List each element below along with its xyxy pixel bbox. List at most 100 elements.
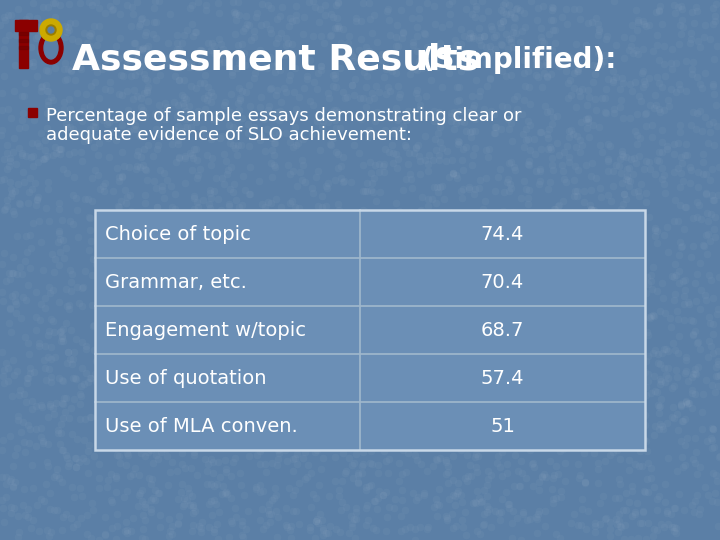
Point	[268, 127, 279, 136]
Point	[55, 336, 66, 345]
Point	[408, 38, 419, 46]
Point	[707, 4, 719, 12]
Point	[470, 76, 482, 84]
Point	[178, 76, 189, 84]
Point	[50, 399, 62, 407]
Point	[415, 205, 427, 214]
Point	[177, 361, 189, 369]
Point	[392, 42, 404, 51]
Point	[443, 468, 454, 476]
Point	[484, 73, 495, 82]
Point	[71, 520, 83, 529]
Point	[153, 0, 165, 5]
Point	[155, 107, 166, 116]
Point	[60, 510, 72, 518]
Point	[294, 167, 306, 176]
Point	[60, 451, 72, 460]
Point	[273, 214, 284, 223]
Point	[548, 393, 559, 401]
Point	[311, 84, 323, 93]
Point	[403, 149, 415, 158]
Point	[508, 482, 520, 490]
Point	[480, 43, 491, 51]
Point	[269, 163, 280, 172]
Point	[575, 521, 587, 529]
Point	[711, 310, 720, 319]
Point	[0, 296, 9, 305]
Point	[139, 70, 150, 79]
Point	[626, 298, 638, 307]
Point	[601, 301, 613, 310]
Point	[470, 2, 482, 10]
Point	[250, 253, 261, 261]
Point	[455, 224, 467, 233]
Point	[356, 462, 368, 470]
Point	[204, 287, 216, 296]
Point	[419, 156, 431, 164]
Point	[710, 372, 720, 381]
Point	[668, 139, 680, 148]
Point	[469, 453, 480, 461]
Point	[320, 435, 331, 444]
Point	[687, 241, 698, 250]
Point	[642, 376, 653, 385]
Point	[648, 312, 660, 320]
Point	[411, 47, 423, 56]
Point	[135, 266, 146, 275]
Point	[337, 449, 348, 458]
Point	[242, 120, 253, 129]
Point	[494, 288, 505, 297]
Point	[213, 508, 225, 516]
Point	[400, 349, 412, 357]
Point	[306, 279, 318, 288]
Point	[203, 200, 215, 209]
Point	[30, 313, 42, 322]
Point	[318, 376, 329, 384]
Point	[27, 62, 39, 71]
Point	[246, 332, 258, 340]
Point	[18, 437, 30, 446]
Point	[332, 14, 343, 23]
Point	[42, 177, 54, 186]
Point	[324, 213, 336, 222]
Point	[251, 402, 262, 411]
Point	[571, 143, 582, 152]
Point	[289, 485, 300, 494]
Point	[280, 521, 292, 529]
Point	[190, 28, 202, 36]
Point	[202, 479, 213, 488]
Point	[215, 412, 227, 421]
Point	[119, 215, 130, 224]
Point	[431, 455, 442, 464]
Point	[685, 121, 697, 130]
Point	[536, 24, 547, 33]
Point	[482, 82, 493, 91]
Point	[132, 67, 144, 76]
Point	[310, 517, 322, 526]
Point	[438, 51, 449, 59]
Point	[680, 86, 692, 95]
Point	[546, 485, 558, 494]
Point	[333, 0, 344, 6]
Point	[67, 522, 78, 531]
Point	[285, 521, 297, 530]
Point	[20, 232, 32, 241]
Point	[230, 16, 241, 24]
Point	[171, 467, 183, 475]
Point	[654, 403, 665, 411]
Point	[695, 43, 706, 52]
Point	[444, 10, 456, 18]
Point	[423, 167, 434, 176]
Point	[713, 163, 720, 171]
Point	[100, 56, 112, 64]
Point	[135, 489, 146, 497]
Point	[544, 324, 556, 333]
Point	[197, 209, 208, 218]
Point	[378, 249, 390, 258]
Point	[194, 165, 206, 173]
Point	[675, 152, 687, 161]
Point	[153, 455, 164, 464]
Point	[564, 152, 575, 161]
Point	[10, 309, 22, 318]
Point	[180, 94, 192, 103]
